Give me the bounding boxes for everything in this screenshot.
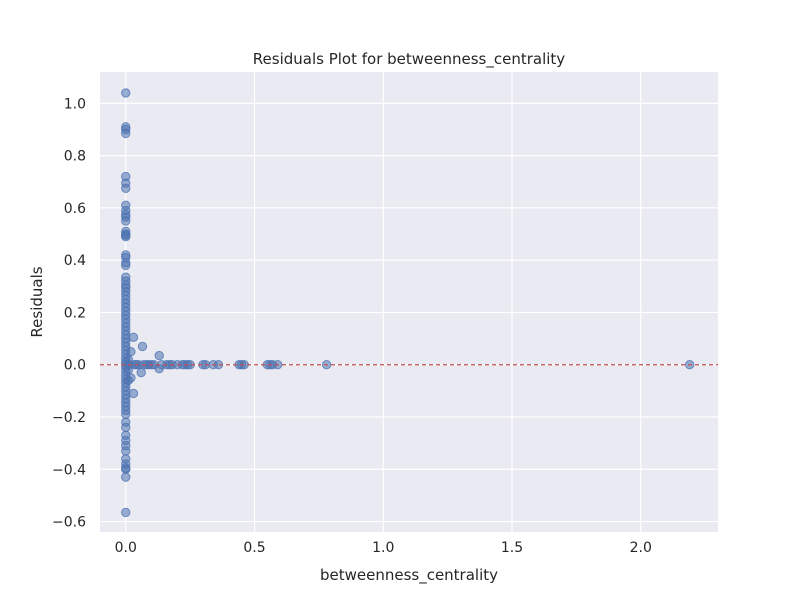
data-point — [121, 472, 131, 482]
y-tick-label: 0.4 — [64, 253, 86, 269]
data-point — [136, 367, 146, 378]
data-point — [121, 216, 131, 226]
x-tick-label: 1.0 — [372, 540, 394, 556]
y-tick-label: 0.2 — [64, 305, 86, 321]
y-tick-label: 0.8 — [64, 149, 86, 165]
data-point — [137, 341, 148, 352]
x-tick-label: 0.0 — [115, 540, 137, 556]
data-point — [121, 260, 131, 271]
y-tick-label: 0.6 — [64, 201, 86, 217]
data-point — [121, 88, 131, 98]
x-tick-label: 0.5 — [243, 540, 265, 556]
y-axis-label: Residuals — [28, 266, 46, 337]
x-tick-label: 2.0 — [630, 540, 652, 556]
x-tick-labels: 0.0 0.5 1.0 1.5 2.0 — [115, 540, 652, 556]
data-point — [121, 446, 131, 456]
data-point — [121, 231, 131, 242]
data-point — [121, 128, 131, 139]
data-point — [128, 332, 139, 342]
data-point — [126, 373, 136, 383]
y-tick-label: 1.0 — [64, 96, 86, 112]
y-tick-label: −0.4 — [52, 462, 86, 478]
x-tick-label: 1.5 — [501, 540, 523, 556]
plot-area — [100, 72, 718, 532]
data-point — [121, 183, 131, 194]
data-point — [128, 388, 139, 399]
data-point — [121, 464, 131, 474]
data-point — [121, 422, 131, 433]
chart-title: Residuals Plot for betweenness_centralit… — [253, 50, 566, 69]
data-point — [126, 346, 136, 357]
y-tick-label: −0.6 — [52, 515, 86, 531]
data-point — [121, 507, 131, 518]
y-tick-label: 0.0 — [64, 358, 86, 374]
x-axis-label: betweenness_centrality — [320, 566, 498, 585]
data-point — [121, 409, 131, 420]
y-tick-labels: −0.6 −0.4 −0.2 0.0 0.2 0.4 0.6 0.8 1.0 — [52, 96, 86, 530]
y-tick-label: −0.2 — [52, 410, 86, 426]
data-point — [154, 350, 164, 361]
grid-lines — [100, 72, 718, 532]
